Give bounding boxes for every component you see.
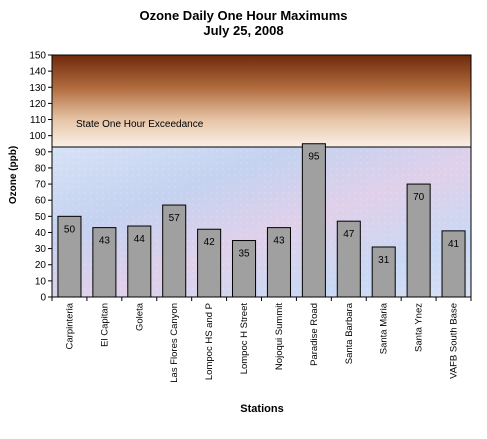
y-tick-label: 150 (29, 51, 46, 62)
x-tick-label: El Capitan (99, 303, 110, 347)
x-tick-label: Santa Barbara (344, 302, 355, 364)
data-label: 43 (99, 236, 111, 247)
bar (301, 143, 326, 298)
x-tick-label: VAFB South Base (449, 303, 460, 379)
bar (441, 230, 466, 298)
chart-subtitle: July 25, 2008 (203, 23, 284, 38)
data-label: 43 (273, 236, 285, 247)
x-tick-label: Nojoqui Summit (274, 303, 285, 370)
x-tick-label: Lompoc H Street (239, 303, 250, 375)
data-label: 41 (448, 239, 460, 250)
y-tick-label: 10 (35, 276, 47, 287)
y-tick-label: 110 (30, 115, 46, 126)
bar (162, 204, 187, 298)
x-tick-label: Las Flores Canyon (169, 303, 180, 383)
exceedance-zone (52, 55, 471, 147)
y-tick-label: 120 (29, 99, 46, 110)
x-tick-label: Goleta (134, 302, 145, 331)
x-tick-label: Carpinteria (64, 302, 75, 349)
data-label: 35 (238, 249, 250, 260)
bar (127, 225, 152, 298)
bar (266, 227, 291, 298)
x-tick-label: Santa Ynez (414, 303, 425, 352)
normal-zone-texture (52, 146, 471, 297)
bar (371, 246, 396, 298)
data-label: 44 (134, 234, 146, 245)
bar (406, 183, 431, 298)
y-tick-label: 30 (35, 244, 47, 255)
bar (232, 240, 257, 298)
x-axis-title: Stations (240, 403, 283, 415)
data-label: 31 (378, 255, 390, 266)
y-tick-label: 70 (35, 180, 47, 191)
bar (197, 228, 222, 298)
bar (57, 215, 82, 298)
x-tick-label: Paradise Road (309, 303, 320, 366)
x-tick-label: Santa Maria (379, 302, 390, 354)
y-tick-label: 40 (35, 228, 47, 239)
data-label: 70 (413, 192, 425, 203)
bar (92, 227, 117, 298)
data-label: 50 (64, 224, 76, 235)
threshold-label: State One Hour Exceedance (76, 119, 204, 130)
y-tick-label: 0 (40, 293, 46, 304)
data-label: 42 (204, 237, 216, 248)
y-tick-label: 20 (35, 260, 47, 271)
data-label: 57 (169, 213, 181, 224)
y-tick-label: 60 (35, 196, 47, 207)
bar (336, 220, 361, 298)
y-tick-label: 80 (35, 163, 47, 174)
y-tick-label: 100 (29, 131, 46, 142)
data-label: 95 (308, 152, 320, 163)
y-tick-label: 130 (29, 83, 46, 94)
chart-title: Ozone Daily One Hour Maximums (139, 8, 348, 23)
y-tick-label: 90 (35, 147, 47, 158)
data-label: 47 (343, 229, 355, 240)
y-tick-label: 140 (29, 67, 46, 78)
y-tick-label: 50 (35, 212, 47, 223)
x-tick-label: Lompoc HS and P (204, 303, 215, 380)
y-axis-title: Ozone (ppb) (8, 146, 19, 204)
